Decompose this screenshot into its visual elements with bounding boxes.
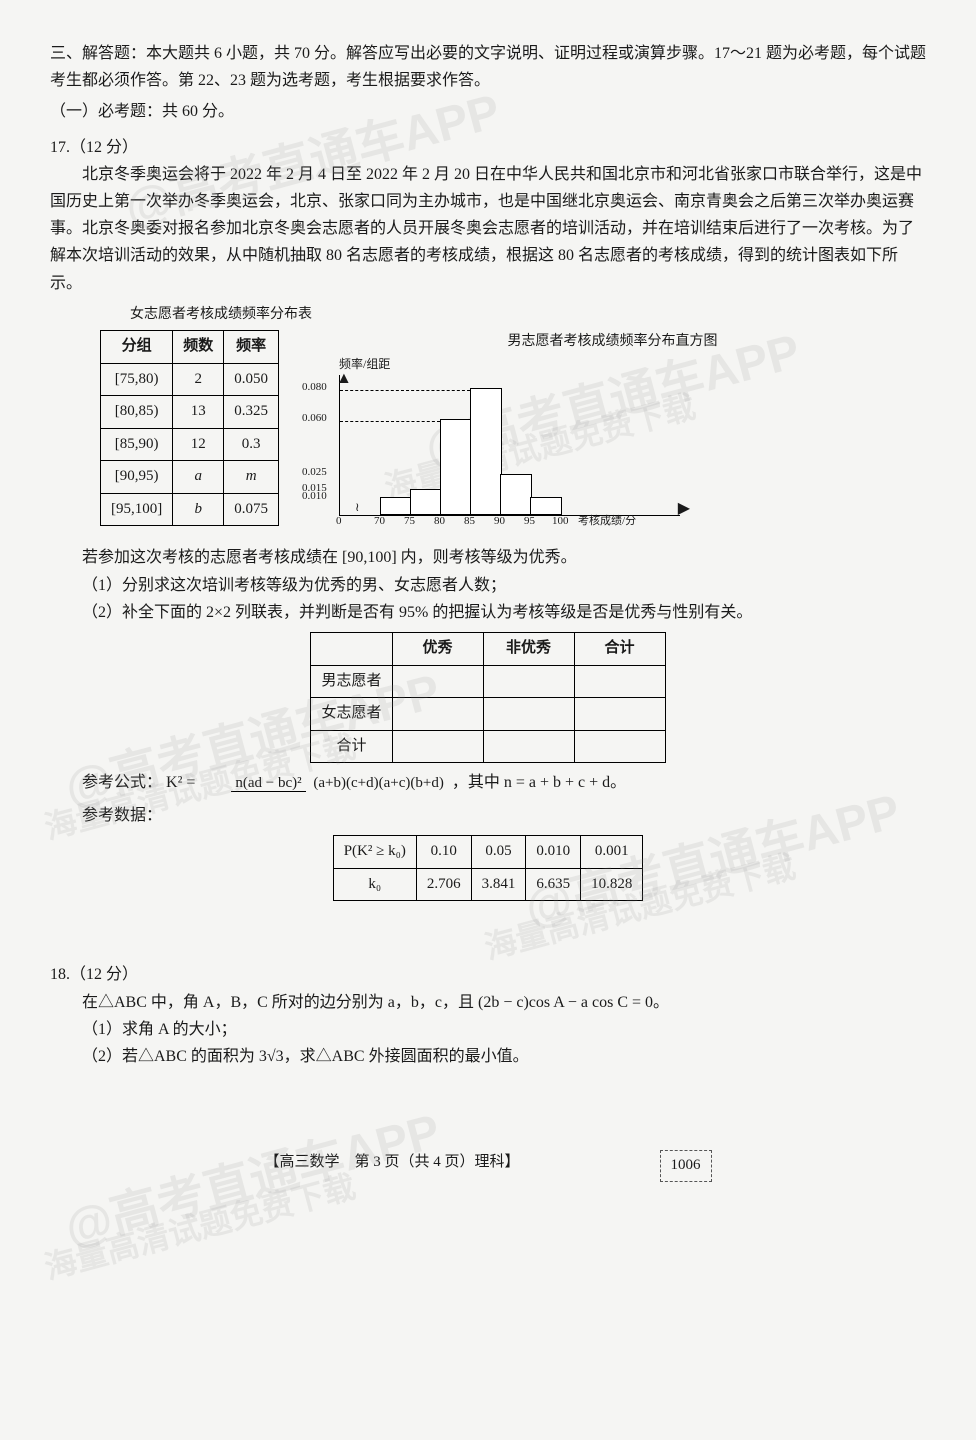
page-indicator: 【高三数学 第 3 页（共 4 页）理科】 — [264, 1150, 519, 1182]
cell: 0.3 — [224, 428, 279, 461]
cell: 0.325 — [224, 396, 279, 429]
formula-denominator: (a+b)(c+d)(a+c)(b+d) — [309, 775, 447, 791]
cell — [392, 665, 483, 698]
cell: 合计 — [311, 730, 392, 763]
contingency-table: 优秀 非优秀 合计 男志愿者 女志愿者 合计 — [310, 632, 665, 763]
cell — [483, 698, 574, 731]
cell — [574, 698, 665, 731]
cell: 非优秀 — [483, 633, 574, 666]
cell: a — [173, 461, 224, 494]
axis-break-icon: ≀ — [355, 497, 360, 517]
cell: 优秀 — [392, 633, 483, 666]
col-header: 分组 — [101, 331, 173, 364]
hist-title: 男志愿者考核成绩频率分布直方图 — [299, 330, 926, 354]
cell: 6.635 — [526, 868, 581, 901]
hist-bar — [440, 419, 472, 514]
x-tick: 80 — [434, 512, 445, 531]
cell — [483, 665, 574, 698]
cell: 女志愿者 — [311, 698, 392, 731]
x-tick: 90 — [494, 512, 505, 531]
cell: 合计 — [574, 633, 665, 666]
hist-bar — [500, 474, 532, 515]
formula-tail: ，其中 n = a + b + c + d。 — [452, 774, 626, 791]
q17-condition: 若参加这次考核的志愿者考核成绩在 [90,100] 内，则考核等级为优秀。 — [50, 544, 926, 571]
y-tick: 0.010 — [302, 487, 327, 506]
cell: 0.075 — [224, 493, 279, 526]
col-header: 频数 — [173, 331, 224, 364]
cell: m — [224, 461, 279, 494]
cell: [90,95) — [101, 461, 173, 494]
hist-plot-area: 0.080 0.060 0.025 0.015 0.010 ≀ 0 70 — [339, 375, 680, 516]
ref-label: 参考数据： — [50, 802, 926, 829]
cell: 3.841 — [471, 868, 526, 901]
formula-numerator: n(ad − bc)² — [231, 775, 305, 792]
q17-sub1: （1）分别求这次培训考核等级为优秀的男、女志愿者人数； — [50, 572, 926, 599]
col-header: 频率 — [224, 331, 279, 364]
sub-heading: （一）必考题：共 60 分。 — [50, 98, 926, 125]
x-tick: 0 — [336, 512, 342, 531]
q17-sub2: （2）补全下面的 2×2 列联表，并判断是否有 95% 的把握认为考核等级是否是… — [50, 599, 926, 626]
cell: 0.010 — [526, 836, 581, 869]
cell: 男志愿者 — [311, 665, 392, 698]
cell: 2.706 — [416, 868, 471, 901]
cell: 0.050 — [224, 363, 279, 396]
cell: 10.828 — [581, 868, 643, 901]
y-tick: 0.080 — [302, 378, 327, 397]
q18-sub1: （1）求角 A 的大小； — [50, 1016, 926, 1043]
reference-table: P(K² ≥ k₀) 0.10 0.05 0.010 0.001 k₀ 2.70… — [333, 835, 644, 901]
cell: k₀ — [333, 868, 416, 901]
cell: 13 — [173, 396, 224, 429]
cell — [574, 730, 665, 763]
x-tick: 100 — [552, 512, 569, 531]
hist-ylabel: 频率/组距 — [339, 354, 926, 374]
q18-body: 在△ABC 中，角 A，B，C 所对的边分别为 a，b，c，且 (2b − c)… — [50, 989, 926, 1016]
page-footer: 【高三数学 第 3 页（共 4 页）理科】 1006 — [50, 1150, 926, 1182]
x-tick: 95 — [524, 512, 535, 531]
cell: [95,100] — [101, 493, 173, 526]
cell: 0.001 — [581, 836, 643, 869]
female-table-title: 女志愿者考核成绩频率分布表 — [130, 303, 926, 327]
x-tick: 85 — [464, 512, 475, 531]
q18-sub2: （2）若△ABC 的面积为 3√3，求△ABC 外接圆面积的最小值。 — [50, 1043, 926, 1070]
q18-number: 18.（12 分） — [50, 961, 926, 988]
cell — [392, 730, 483, 763]
cell: [85,90) — [101, 428, 173, 461]
male-histogram: 男志愿者考核成绩频率分布直方图 频率/组距 0.080 0.060 0.025 … — [299, 330, 926, 515]
hist-xlabel: 考核成绩/分 — [578, 512, 636, 531]
x-tick: 75 — [404, 512, 415, 531]
arrow-up-icon: ▲ — [336, 365, 352, 392]
cell: [75,80) — [101, 363, 173, 396]
cell — [311, 633, 392, 666]
cell: b — [173, 493, 224, 526]
arrow-right-icon: ▶ — [678, 495, 690, 522]
section-heading: 三、解答题：本大题共 6 小题，共 70 分。解答应写出必要的文字说明、证明过程… — [50, 40, 926, 94]
q17-number: 17.（12 分） — [50, 134, 926, 161]
hist-bar — [470, 388, 502, 514]
female-freq-table: 分组 频数 频率 [75,80)20.050 [80,85)130.325 [8… — [50, 330, 279, 526]
cell: [80,85) — [101, 396, 173, 429]
cell — [483, 730, 574, 763]
cell — [392, 698, 483, 731]
hist-bar — [410, 489, 442, 514]
y-tick: 0.060 — [302, 409, 327, 428]
cell: 2 — [173, 363, 224, 396]
formula-lhs: K² = — [166, 774, 195, 791]
cell — [574, 665, 665, 698]
x-tick: 70 — [374, 512, 385, 531]
cell: 0.05 — [471, 836, 526, 869]
k2-formula: 参考公式： K² = n(ad − bc)² (a+b)(c+d)(a+c)(b… — [50, 769, 926, 796]
formula-label: 参考公式： — [82, 774, 162, 791]
cell: 0.10 — [416, 836, 471, 869]
paper-code: 1006 — [660, 1150, 712, 1182]
cell: P(K² ≥ k₀) — [333, 836, 416, 869]
cell: 12 — [173, 428, 224, 461]
q17-body: 北京冬季奥运会将于 2022 年 2 月 4 日至 2022 年 2 月 20 … — [50, 161, 926, 297]
